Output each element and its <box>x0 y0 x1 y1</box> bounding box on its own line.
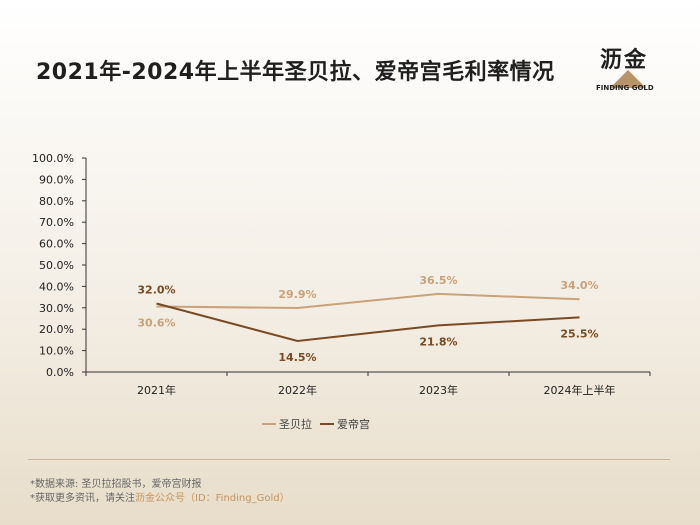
data-labels: 30.6% 29.9% 36.5% 34.0% 32.0% 14.5% 21.8% 25.5% <box>137 274 598 364</box>
x-tick-label: 2023年 <box>419 383 458 397</box>
y-tick-label: 40.0% <box>39 280 74 293</box>
data-label: 25.5% <box>560 327 598 340</box>
y-tick-label: 90.0% <box>39 173 74 186</box>
legend: 圣贝拉 爱帝宫 <box>262 417 370 431</box>
data-label: 36.5% <box>419 274 457 287</box>
y-tick-label: 70.0% <box>39 216 74 229</box>
logo-tagline: FINDING GOLD <box>596 84 654 92</box>
data-label: 34.0% <box>560 279 598 292</box>
chart-title: 2021年-2024年上半年圣贝拉、爱帝宫毛利率情况 <box>36 60 555 85</box>
promo-note: *获取更多资讯，请关注沥金公众号（ID：Finding_Gold） <box>30 489 290 504</box>
x-tick-label: 2021年 <box>137 383 176 397</box>
x-tick-label: 2022年 <box>278 383 317 397</box>
data-source-note: *数据来源: 圣贝拉招股书，爱帝宫财报 <box>30 479 202 490</box>
y-tick-label: 60.0% <box>39 238 74 251</box>
y-tick-label: 100.0% <box>32 152 74 165</box>
series-line-1 <box>156 292 580 310</box>
mountain-icon <box>610 70 646 88</box>
brand-logo: 沥金 FINDING GOLD <box>596 40 660 96</box>
y-tick-label: 30.0% <box>39 302 74 315</box>
data-label: 21.8% <box>419 335 457 348</box>
y-tick-label: 50.0% <box>39 259 74 272</box>
data-label: 32.0% <box>137 284 175 297</box>
legend-label: 圣贝拉 <box>279 417 312 431</box>
series-line-2 <box>156 302 580 342</box>
x-axis: 2021年 2022年 2023年 2024年上半年 <box>85 371 651 397</box>
y-axis: 0.0% 10.0% 20.0% 30.0% 40.0% 50.0% 60.0% 70.0% 8… <box>32 152 87 379</box>
line-chart: 0.0% 10.0% 20.0% 30.0% 40.0% 50.0% 60.0% 70.0% 8… <box>32 152 651 431</box>
logo-name: 沥金 <box>600 48 649 73</box>
y-tick-label: 80.0% <box>39 195 74 208</box>
legend-label: 爱帝宫 <box>337 417 370 431</box>
promo-highlight: 沥金公众号（ID：Finding_Gold） <box>135 493 290 504</box>
y-tick-label: 0.0% <box>46 366 74 379</box>
data-label: 30.6% <box>137 317 175 330</box>
y-tick-label: 20.0% <box>39 323 74 336</box>
y-tick-label: 10.0% <box>39 345 74 358</box>
series-lines <box>156 292 580 342</box>
footer-divider <box>28 459 670 460</box>
promo-prefix: *获取更多资讯，请关注 <box>30 493 135 504</box>
x-tick-label: 2024年上半年 <box>544 383 616 397</box>
data-label: 14.5% <box>278 351 316 364</box>
data-label: 29.9% <box>278 288 316 301</box>
